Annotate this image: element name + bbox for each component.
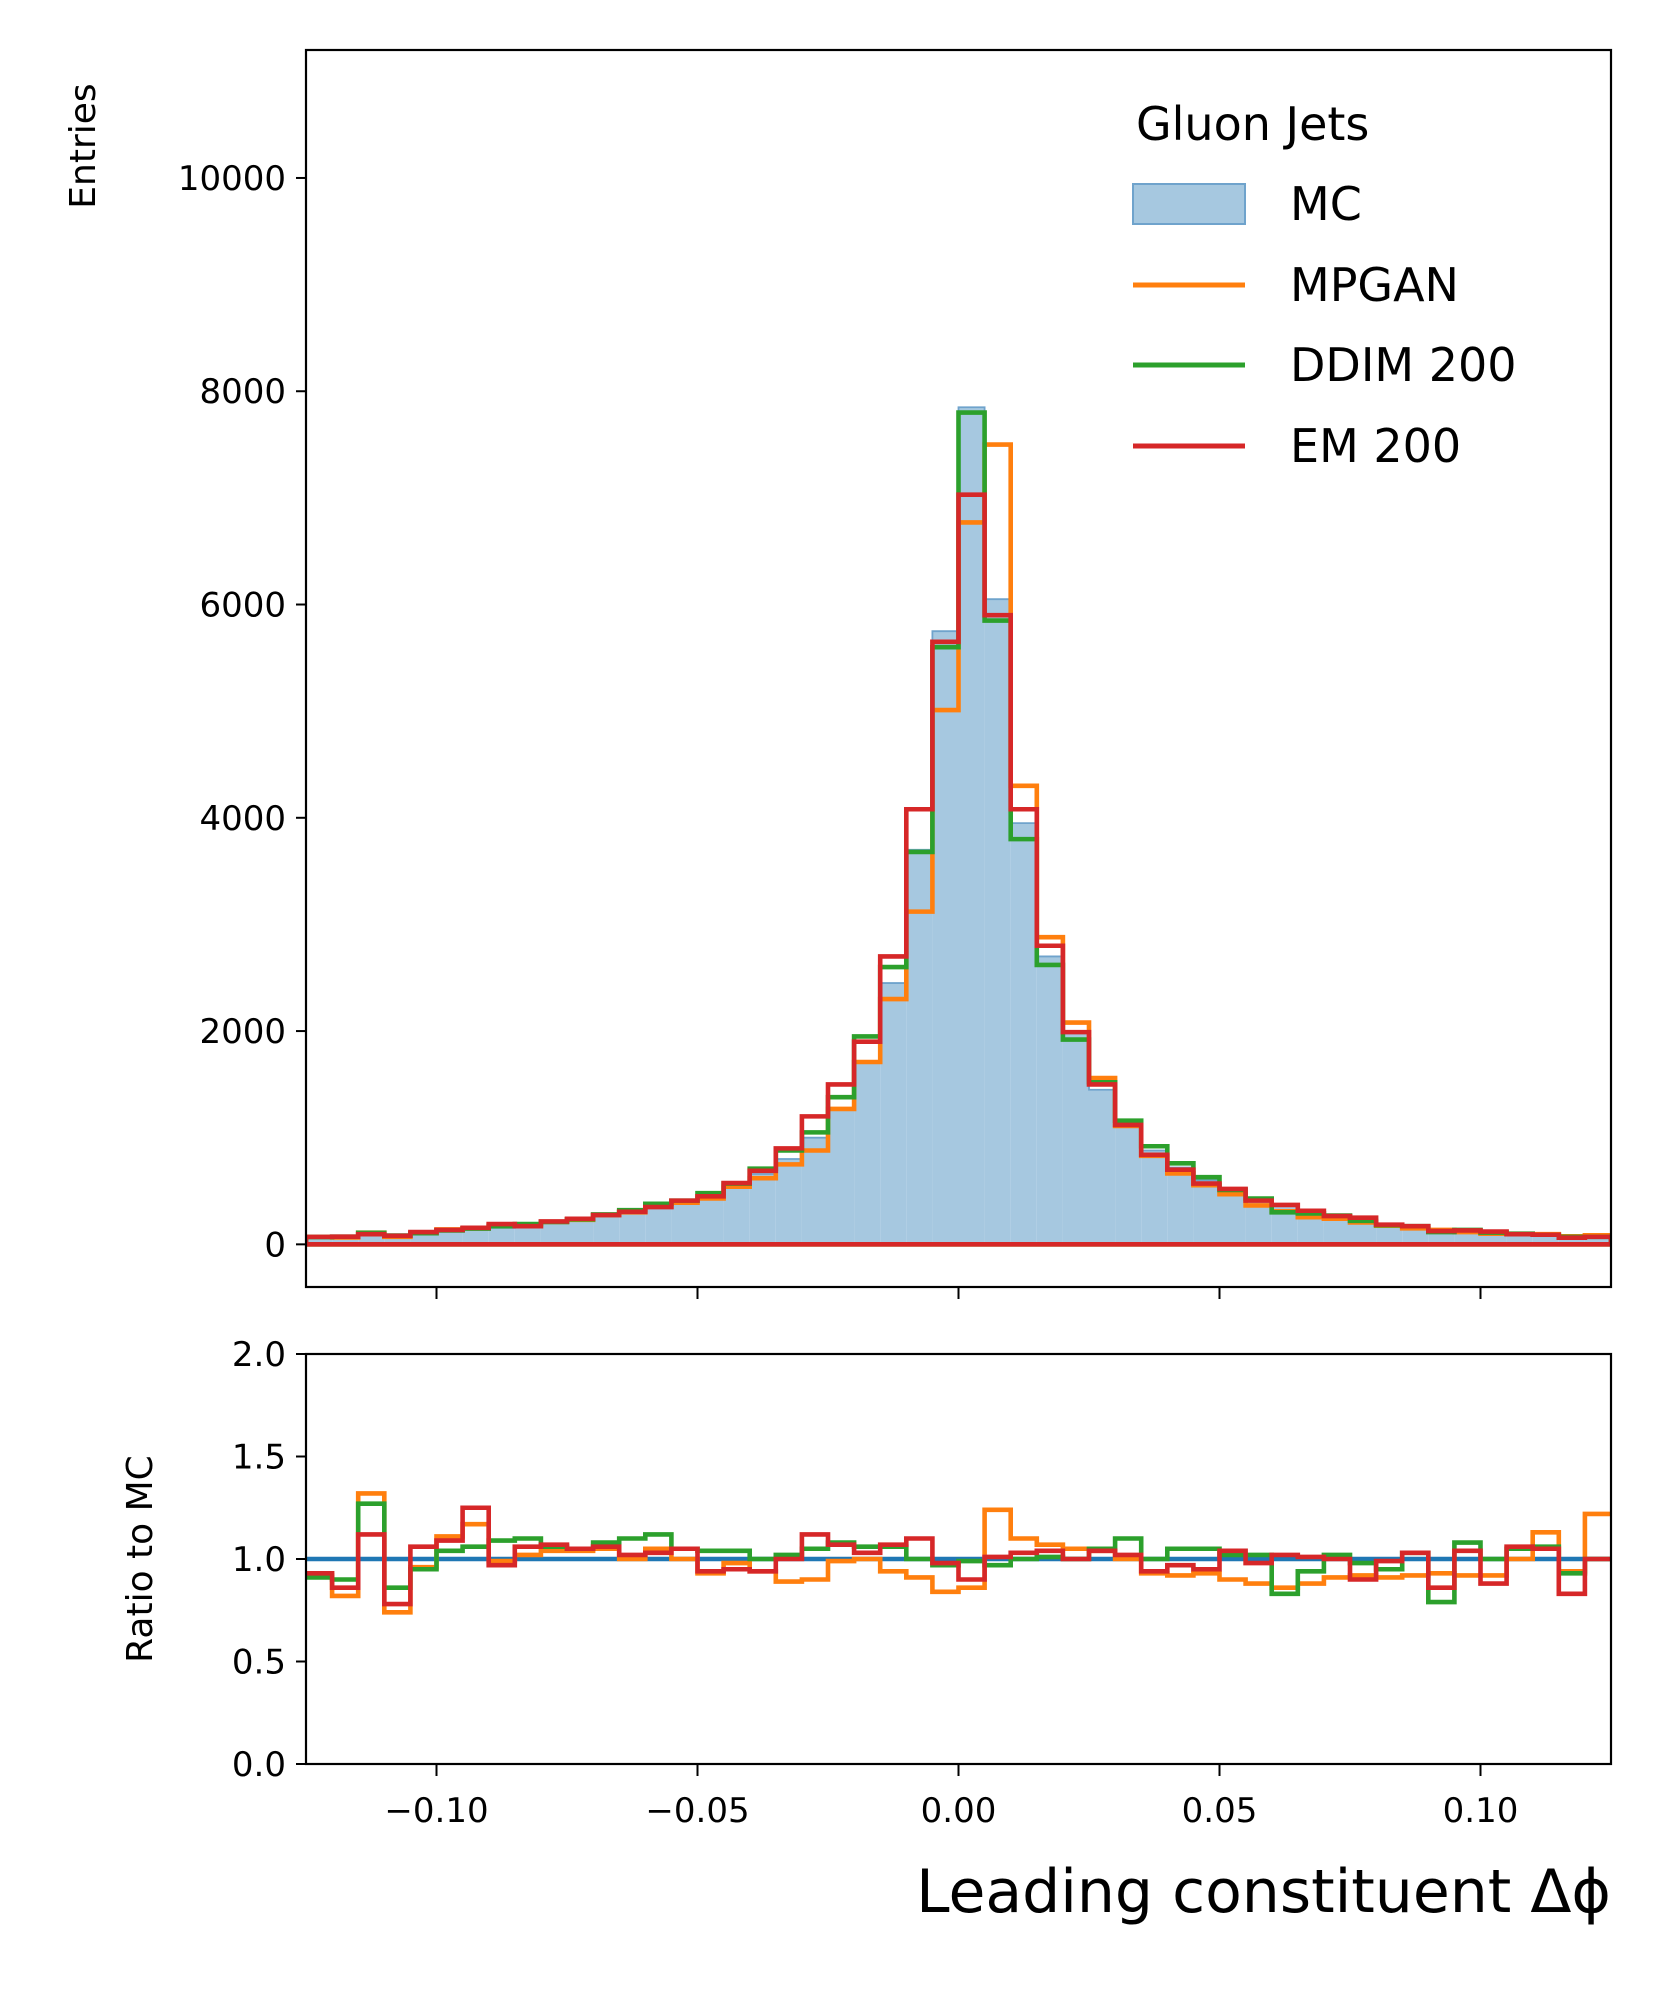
ratio-y-tick-label: 0.5	[232, 1643, 286, 1683]
ratio-y-tick-label: 2.0	[232, 1335, 286, 1375]
series-mc-bar	[1376, 1224, 1403, 1245]
main-histogram-panel: 0 2000 4000 6000 8000 10000 Entries	[63, 48, 1613, 1299]
series-mc-bar	[775, 1159, 802, 1245]
series-mc-bar	[488, 1227, 515, 1245]
series-mc-bar	[358, 1235, 385, 1245]
ratio-y-tick-label: 0.0	[232, 1745, 286, 1785]
legend-item-mpgan: MPGAN	[1133, 258, 1459, 312]
main-y-tick-label: 0	[264, 1225, 286, 1265]
legend: Gluon Jets MC MPGAN DDIM 200 EM 200	[1132, 97, 1517, 473]
series-mc-bar	[1115, 1127, 1142, 1245]
ratio-panel: 0.0 0.5 1.0 1.5 2.0 −0.10 −0.05 0.00 0.05 0.10 R…	[120, 1335, 1613, 1927]
ratio-series-em-200-step-line	[306, 1505, 1611, 1607]
series-mc-bar	[619, 1212, 646, 1245]
series-mc-bar	[801, 1137, 828, 1245]
series-mc-bar	[1010, 823, 1037, 1245]
main-y-tick-label: 8000	[199, 372, 286, 412]
series-mc-bar	[828, 1107, 855, 1245]
legend-swatch-mc	[1132, 183, 1246, 225]
ratio-plot-area	[306, 1491, 1611, 1615]
series-mc-bar	[332, 1235, 359, 1245]
series-mc-bar	[1062, 1033, 1089, 1245]
x-tick-label: 0.00	[921, 1791, 997, 1831]
series-em-200-step-line	[306, 492, 1611, 1247]
series-mc-bar	[384, 1234, 411, 1245]
series-mc-bar	[697, 1195, 724, 1245]
main-y-axis-title: Entries	[63, 83, 104, 208]
legend-label-mc: MC	[1290, 177, 1362, 231]
series-mc-bar	[906, 849, 933, 1245]
legend-label-ddim-200: DDIM 200	[1290, 338, 1517, 392]
x-axis-title: Leading constituent Δϕ	[916, 1857, 1611, 1927]
series-mc-bar	[1584, 1236, 1611, 1245]
series-mc-bar	[1036, 956, 1063, 1245]
series-mc-bar	[749, 1173, 776, 1245]
x-tick-label: 0.05	[1182, 1791, 1258, 1831]
x-tick-label: 0.10	[1443, 1791, 1519, 1831]
series-mc-bar	[567, 1220, 594, 1245]
series-mc-bar	[1558, 1236, 1585, 1245]
series-mc-bar	[1506, 1234, 1533, 1245]
series-mc-bar	[1089, 1089, 1116, 1245]
main-y-tick-label: 6000	[199, 586, 286, 626]
series-mc-bar	[854, 1063, 881, 1245]
series-mc-bar	[984, 599, 1011, 1245]
series-mc-bar	[1219, 1191, 1246, 1245]
series-mc-bar	[514, 1225, 541, 1245]
ratio-y-tick-label: 1.0	[232, 1540, 286, 1580]
series-mc-bar	[958, 407, 985, 1245]
ratio-x-ticks: −0.10 −0.05 0.00 0.05 0.10	[384, 1764, 1518, 1831]
series-mc-bar	[462, 1229, 489, 1245]
series-mc-bar	[1167, 1167, 1194, 1245]
legend-label-mpgan: MPGAN	[1290, 258, 1459, 312]
ratio-y-axis-title: Ratio to MC	[120, 1455, 161, 1663]
series-mc-bar	[671, 1202, 698, 1245]
x-tick-label: −0.10	[384, 1791, 488, 1831]
series-mc-bar	[932, 631, 959, 1245]
main-plot-area	[306, 406, 1611, 1247]
series-mc-bar	[723, 1185, 750, 1245]
main-y-tick-label: 10000	[178, 159, 286, 199]
series-mc-bar	[1532, 1235, 1559, 1245]
series-mc-bar	[436, 1231, 463, 1245]
series-mc-bar	[880, 983, 907, 1245]
series-mc-bar	[410, 1232, 437, 1245]
main-y-ticks: 0 2000 4000 6000 8000 10000	[178, 159, 306, 1265]
legend-title: Gluon Jets	[1136, 97, 1369, 151]
series-mc-bar	[645, 1208, 672, 1245]
ratio-y-ticks: 0.0 0.5 1.0 1.5 2.0	[232, 1335, 306, 1785]
main-y-tick-label: 2000	[199, 1012, 286, 1052]
legend-item-em-200: EM 200	[1133, 419, 1461, 473]
series-mc-bar	[593, 1216, 620, 1245]
series-mc-bar	[1402, 1226, 1429, 1245]
main-x-ticks	[435, 1287, 1482, 1299]
series-mc-bar	[1141, 1150, 1168, 1245]
legend-item-ddim-200: DDIM 200	[1133, 338, 1517, 392]
legend-item-mc: MC	[1132, 177, 1362, 231]
legend-label-em-200: EM 200	[1290, 419, 1461, 473]
ratio-y-tick-label: 1.5	[232, 1438, 286, 1478]
main-y-tick-label: 4000	[199, 799, 286, 839]
series-mc-bar	[540, 1223, 567, 1245]
series-mc-bar	[1193, 1180, 1220, 1245]
series-mc-bar	[1480, 1232, 1507, 1245]
series-mc-bars	[306, 406, 1611, 1246]
series-mc-bar	[1350, 1220, 1377, 1245]
x-tick-label: −0.05	[645, 1791, 749, 1831]
series-mc-bar	[306, 1236, 333, 1245]
